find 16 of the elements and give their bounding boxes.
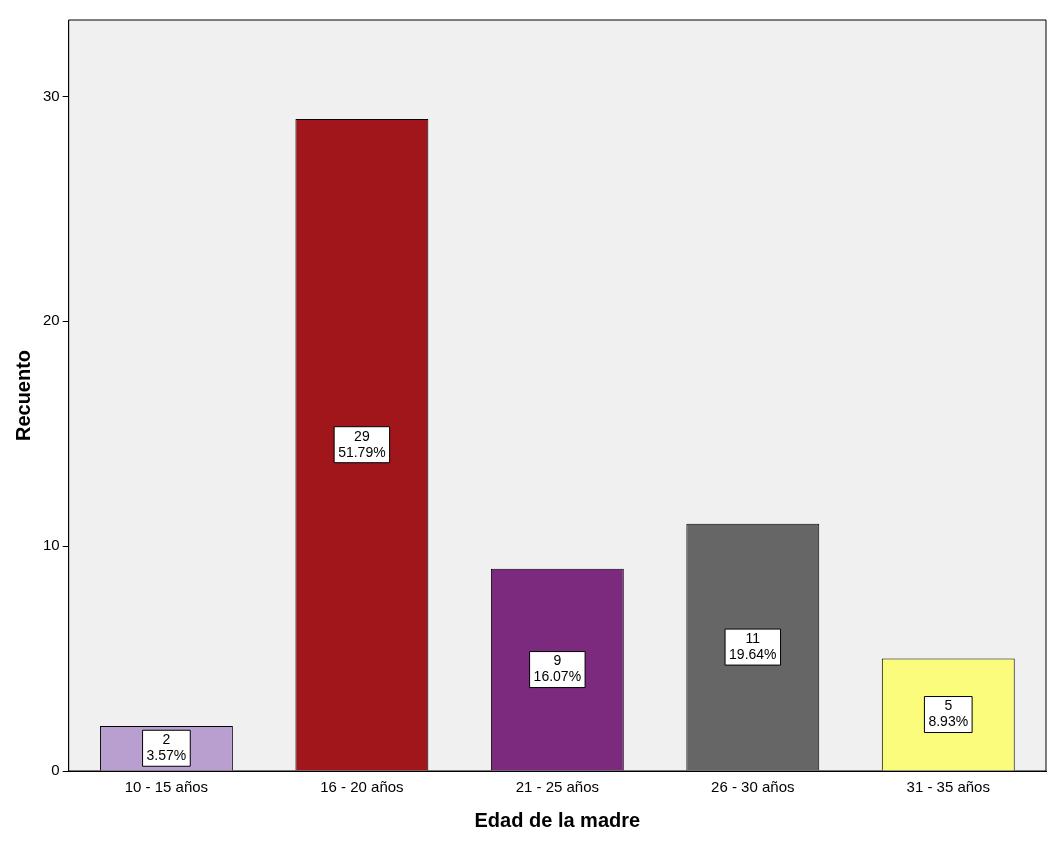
x-tick-label: 21 - 25 años	[515, 778, 600, 796]
data-label: 9 16.07%	[533, 652, 582, 685]
x-tick-label: 31 - 35 años	[906, 778, 990, 796]
y-axis-title: Recuento	[11, 349, 34, 442]
data-label: 11 19.64%	[729, 629, 777, 662]
x-axis-title: Edad de la madre	[474, 808, 641, 831]
data-label: 29 51.79%	[338, 427, 386, 460]
y-tick-label: 20	[43, 311, 60, 329]
x-tick-label: 10 - 15 años	[124, 778, 209, 796]
y-tick-label: 0	[51, 761, 60, 779]
y-tick-label: 30	[43, 86, 60, 104]
data-label: 2 3.57%	[146, 731, 187, 764]
x-tick-label: 26 - 30 años	[711, 778, 795, 796]
x-tick-label: 16 - 20 años	[320, 778, 404, 796]
y-tick-label: 10	[43, 536, 60, 554]
data-label: 5 8.93%	[928, 697, 969, 730]
